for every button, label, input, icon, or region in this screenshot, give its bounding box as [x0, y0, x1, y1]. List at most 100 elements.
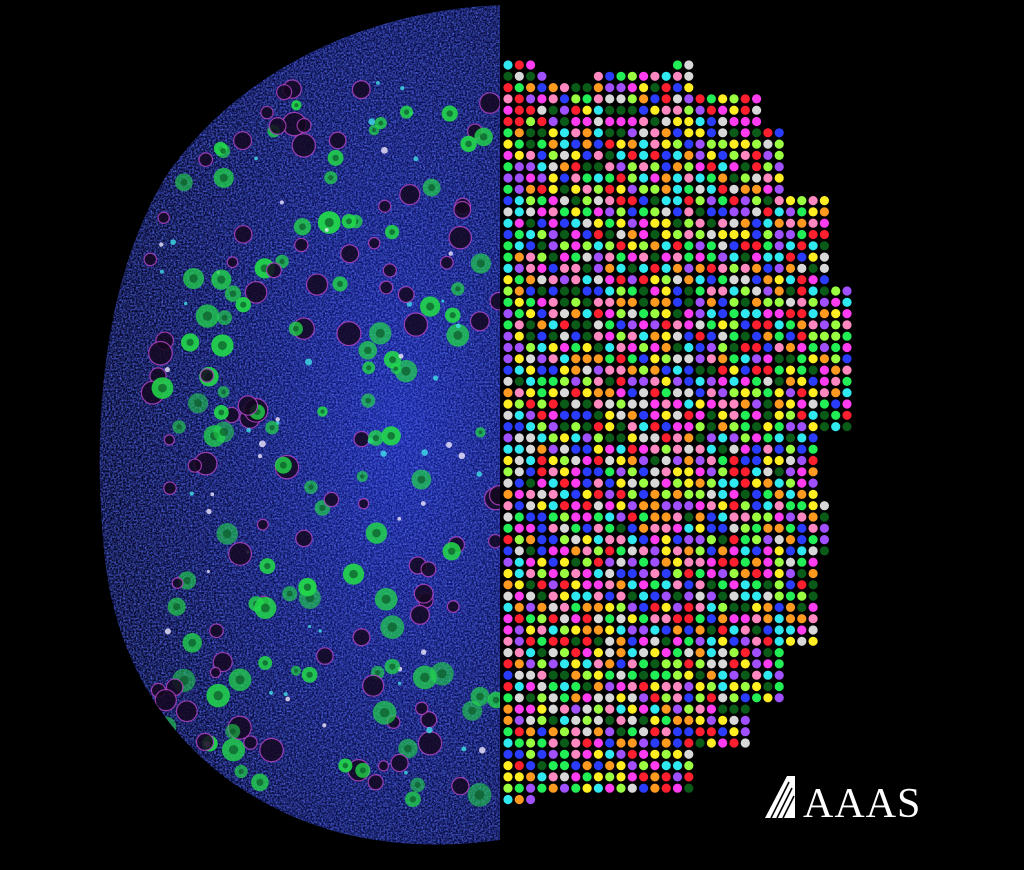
spot	[808, 546, 818, 556]
spot	[548, 772, 558, 782]
spot	[785, 444, 796, 454]
spot	[650, 580, 660, 590]
spot	[526, 218, 536, 228]
cell-void	[488, 485, 501, 506]
spot	[774, 636, 784, 646]
spot	[684, 602, 694, 613]
spot	[650, 410, 660, 420]
cell-nucleus	[449, 312, 456, 319]
spot	[582, 783, 592, 793]
spot	[729, 218, 739, 228]
cell-void	[199, 368, 215, 383]
cell-void	[379, 280, 394, 295]
spot	[672, 196, 683, 206]
spot	[503, 218, 513, 228]
spot	[559, 693, 570, 703]
spot	[503, 433, 513, 443]
spot	[571, 727, 581, 737]
spot	[639, 727, 649, 737]
spot	[503, 331, 513, 341]
spot	[548, 94, 558, 104]
spot	[808, 320, 818, 330]
spot	[559, 455, 570, 466]
spot	[503, 71, 513, 81]
spot	[774, 489, 784, 499]
spot	[808, 342, 818, 353]
spot	[785, 263, 796, 273]
spot	[582, 116, 592, 127]
spot	[797, 501, 807, 511]
spot	[537, 681, 547, 692]
spot	[729, 297, 739, 307]
cell-nucleus	[389, 229, 395, 235]
spot	[627, 128, 637, 138]
spot	[571, 749, 581, 759]
spot	[763, 128, 773, 138]
spot	[639, 388, 649, 398]
cell-nucleus	[476, 259, 485, 268]
spot	[650, 275, 660, 285]
spot	[639, 218, 649, 228]
spot	[763, 252, 773, 262]
spot	[785, 252, 796, 262]
spot	[672, 512, 683, 522]
spot	[650, 636, 660, 646]
spot	[763, 670, 773, 680]
spot	[774, 399, 784, 409]
spot	[684, 116, 694, 127]
spot	[559, 625, 570, 635]
spot	[729, 365, 739, 375]
spot	[684, 196, 694, 206]
spot	[650, 648, 660, 658]
cell-void	[420, 561, 437, 578]
spot	[627, 116, 637, 127]
spot	[582, 410, 592, 420]
cell-void	[382, 263, 397, 278]
spot	[808, 636, 818, 646]
speck	[368, 118, 376, 126]
spot	[571, 94, 581, 104]
spot	[548, 116, 558, 127]
spot	[639, 229, 649, 240]
spot	[740, 704, 750, 714]
spot	[695, 433, 705, 443]
spot	[571, 184, 581, 194]
spot	[729, 116, 739, 127]
spot	[752, 648, 762, 658]
spot	[616, 94, 626, 104]
spot	[729, 727, 739, 737]
spot	[571, 478, 581, 488]
spot	[605, 715, 615, 726]
spot	[639, 761, 649, 771]
spot	[548, 535, 558, 545]
spot	[740, 568, 750, 579]
spot	[593, 455, 604, 466]
spot	[559, 297, 570, 307]
spot	[842, 309, 852, 319]
spot	[684, 478, 694, 488]
spot	[718, 704, 728, 714]
spot	[503, 444, 513, 454]
spot	[797, 331, 807, 341]
spot	[706, 512, 717, 522]
spot	[559, 365, 570, 375]
cell-nucleus	[221, 389, 226, 395]
spot	[571, 614, 581, 624]
spot	[740, 523, 750, 533]
spot	[718, 162, 728, 172]
spot	[797, 625, 807, 635]
cell-void	[187, 458, 203, 473]
spot	[729, 614, 739, 624]
spot	[537, 116, 547, 127]
spot	[627, 772, 637, 782]
spot	[650, 365, 660, 375]
spot	[661, 196, 671, 206]
spot	[616, 229, 626, 240]
spot	[706, 376, 717, 386]
spot	[639, 557, 649, 567]
spot	[774, 331, 784, 341]
spot	[526, 523, 536, 533]
spot	[582, 455, 592, 466]
spot	[752, 320, 762, 330]
spot	[503, 749, 513, 759]
